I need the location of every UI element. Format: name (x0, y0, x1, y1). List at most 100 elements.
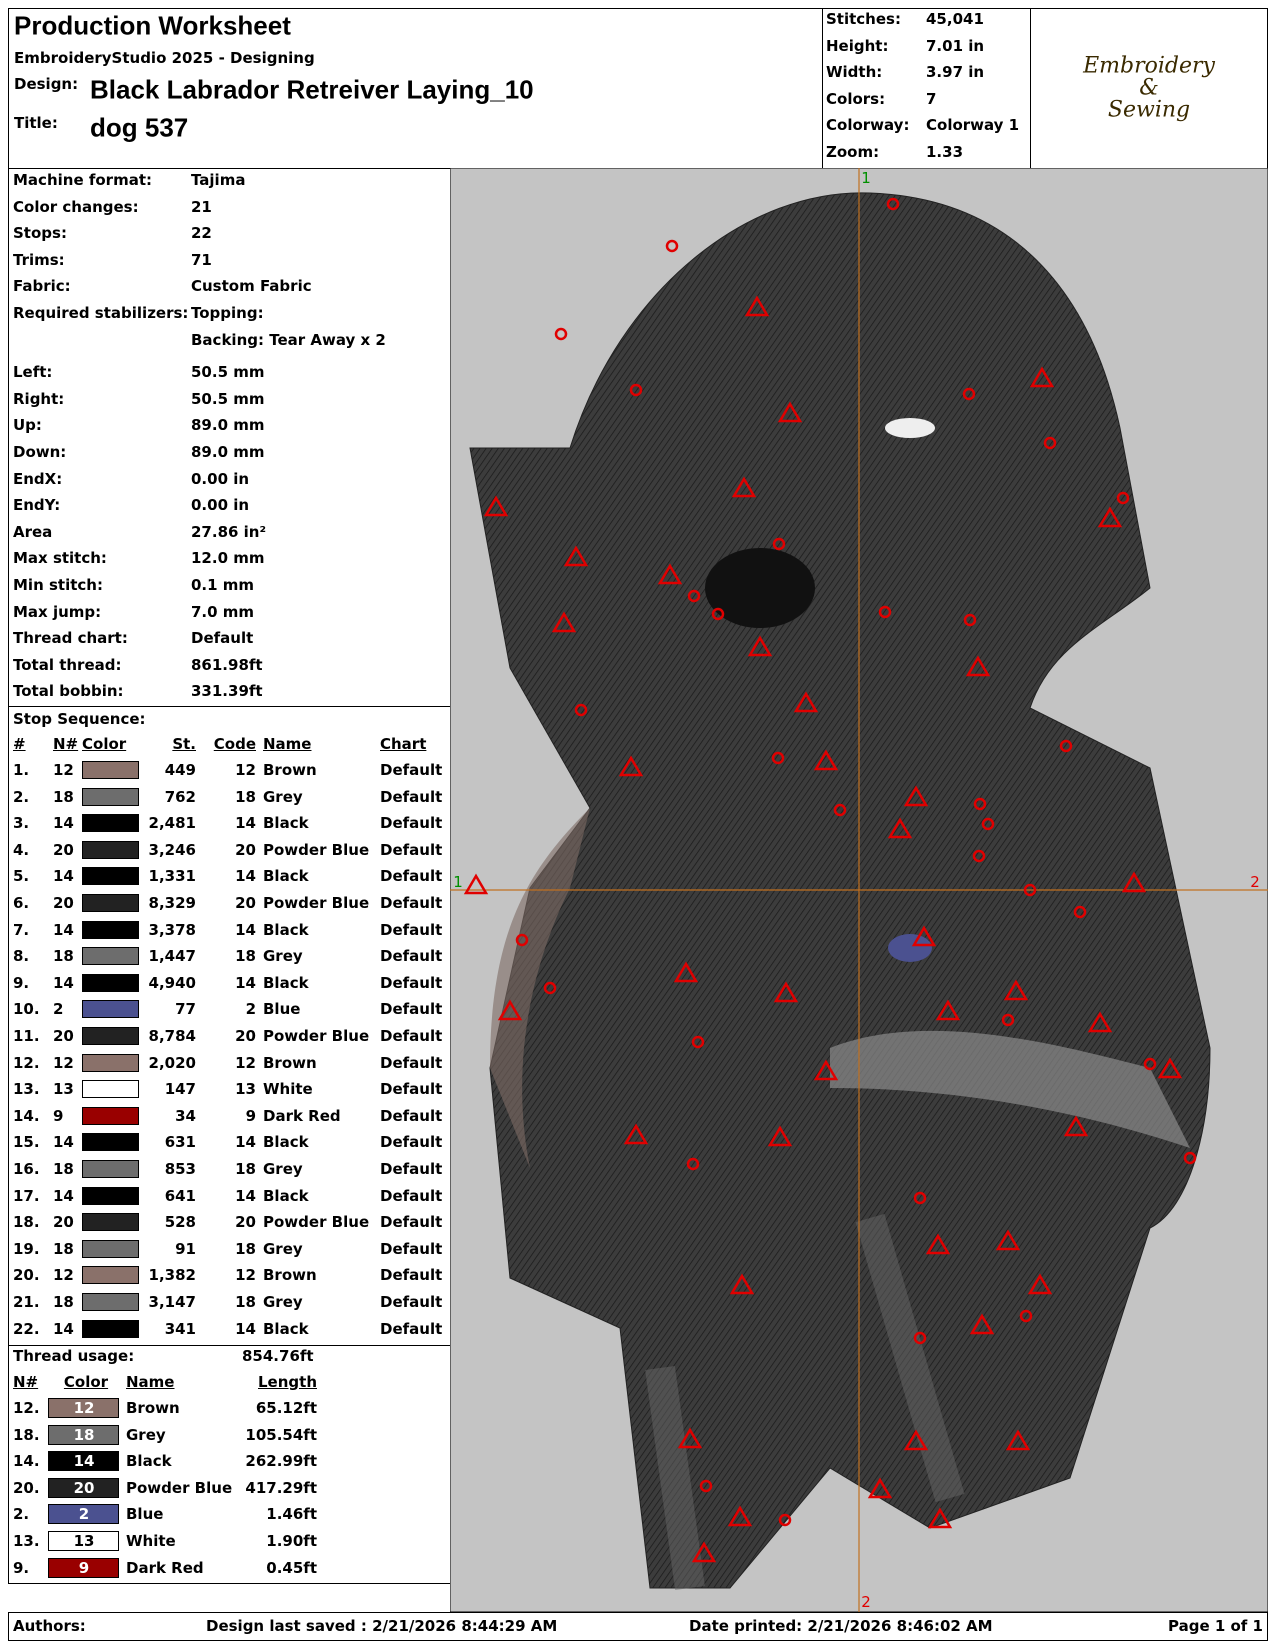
stop-number: 11. (13, 1027, 40, 1045)
color-swatch (82, 814, 139, 833)
info-label: Required stabilizers: (13, 304, 189, 322)
color-name: Black (126, 1452, 172, 1471)
code: 18 (235, 947, 256, 966)
needle: 14 (53, 920, 74, 939)
color-name: Grey (263, 1239, 303, 1258)
color-name: Grey (263, 947, 303, 966)
color-name: Brown (263, 1053, 317, 1072)
code: 13 (235, 1080, 256, 1099)
chart: Default (380, 761, 443, 779)
chart: Default (380, 1053, 443, 1072)
design-label: Design: (14, 75, 79, 93)
swatch-label: 2 (78, 1505, 90, 1524)
code: 2 (245, 1000, 256, 1019)
code: 14 (235, 1133, 256, 1152)
length: 65.12ft (255, 1399, 317, 1417)
stop-number: 17. (13, 1186, 40, 1205)
info-label: Left: (13, 363, 53, 382)
info-value: Custom Fabric (191, 277, 312, 296)
stop-number: 2. (13, 787, 30, 806)
column-header: # (13, 735, 26, 753)
info-value: 12.0 mm (191, 549, 265, 568)
chart: Default (380, 787, 443, 806)
stop-number: 4. (13, 840, 30, 859)
column-header: St. (172, 735, 196, 753)
color-swatch (82, 787, 139, 806)
swatch-label: 13 (73, 1532, 95, 1550)
chart: Default (380, 1133, 443, 1152)
info-value: 22 (191, 224, 212, 243)
stitches: 641 (164, 1186, 196, 1205)
color-swatch (82, 920, 139, 939)
chart: Default (380, 1266, 443, 1285)
code: 20 (235, 1027, 256, 1045)
length: 262.99ft (245, 1452, 317, 1471)
stitches: 762 (164, 787, 196, 806)
needle: 20 (53, 840, 74, 859)
code: 9 (245, 1106, 256, 1125)
code: 18 (235, 1239, 256, 1258)
color-name: Black (263, 920, 309, 939)
info-label: Area (13, 522, 53, 541)
stat-value: 1.33 (926, 143, 964, 161)
chart: Default (380, 973, 443, 992)
info-value: 0.1 mm (191, 576, 255, 594)
chart: Default (380, 1106, 443, 1125)
color-swatch (82, 1053, 139, 1072)
needle: 14 (53, 1133, 74, 1152)
stop-number: 8. (13, 947, 30, 966)
color-name: Black (263, 1319, 309, 1338)
color-swatch (48, 1531, 119, 1551)
info-label: EndX: (13, 469, 63, 488)
stat-label: Colors: (826, 89, 886, 108)
stop-number: 15. (13, 1133, 40, 1152)
color-name: Brown (263, 761, 317, 779)
color-swatch (82, 1319, 139, 1338)
info-value: Topping: (191, 304, 264, 322)
stat-value: 7.01 in (926, 36, 985, 55)
color-swatch (82, 894, 139, 912)
column-header: Color (63, 1373, 109, 1391)
color-name: Black (263, 814, 309, 833)
section-title: Thread usage: (13, 1347, 135, 1365)
chart: Default (380, 894, 443, 912)
date-printed: Date printed: 2/21/2026 8:46:02 AM (689, 1617, 993, 1635)
color-name: Grey (126, 1425, 166, 1444)
swatch-label: 18 (73, 1425, 95, 1444)
code: 14 (235, 814, 256, 833)
info-label: Trims: (13, 250, 65, 269)
code: 14 (235, 920, 256, 939)
info-value: Default (191, 629, 254, 648)
stitches: 3,147 (148, 1293, 196, 1311)
chart: Default (380, 1239, 443, 1258)
color-swatch (82, 1160, 139, 1178)
code: 20 (235, 894, 256, 912)
stop-number: 19. (13, 1239, 40, 1258)
stop-number: 6. (13, 894, 30, 912)
chart: Default (380, 840, 443, 859)
color-name: Powder Blue (263, 1213, 370, 1232)
code: 12 (235, 761, 256, 779)
info-value: Backing: Tear Away x 2 (191, 330, 386, 349)
color-swatch (82, 947, 139, 966)
needle: 18. (13, 1425, 40, 1444)
length: 1.90ft (266, 1532, 317, 1550)
info-label: EndY: (13, 496, 61, 515)
needle: 20 (53, 1213, 74, 1232)
needle: 14 (53, 814, 74, 833)
color-name: Powder Blue (263, 1027, 370, 1045)
stitches: 1,382 (148, 1266, 196, 1285)
color-swatch (82, 1133, 139, 1152)
info-label: Max stitch: (13, 549, 107, 568)
title-label: Title: (14, 114, 58, 132)
chart: Default (380, 920, 443, 939)
color-name: White (126, 1532, 176, 1550)
code: 20 (235, 1213, 256, 1232)
column-header: Length (258, 1373, 317, 1391)
color-swatch (82, 840, 139, 859)
color-swatch (48, 1477, 119, 1498)
info-label: Min stitch: (13, 576, 103, 594)
color-swatch (82, 761, 139, 779)
info-value: 0.00 in (191, 469, 250, 488)
needle: 14 (53, 1186, 74, 1205)
